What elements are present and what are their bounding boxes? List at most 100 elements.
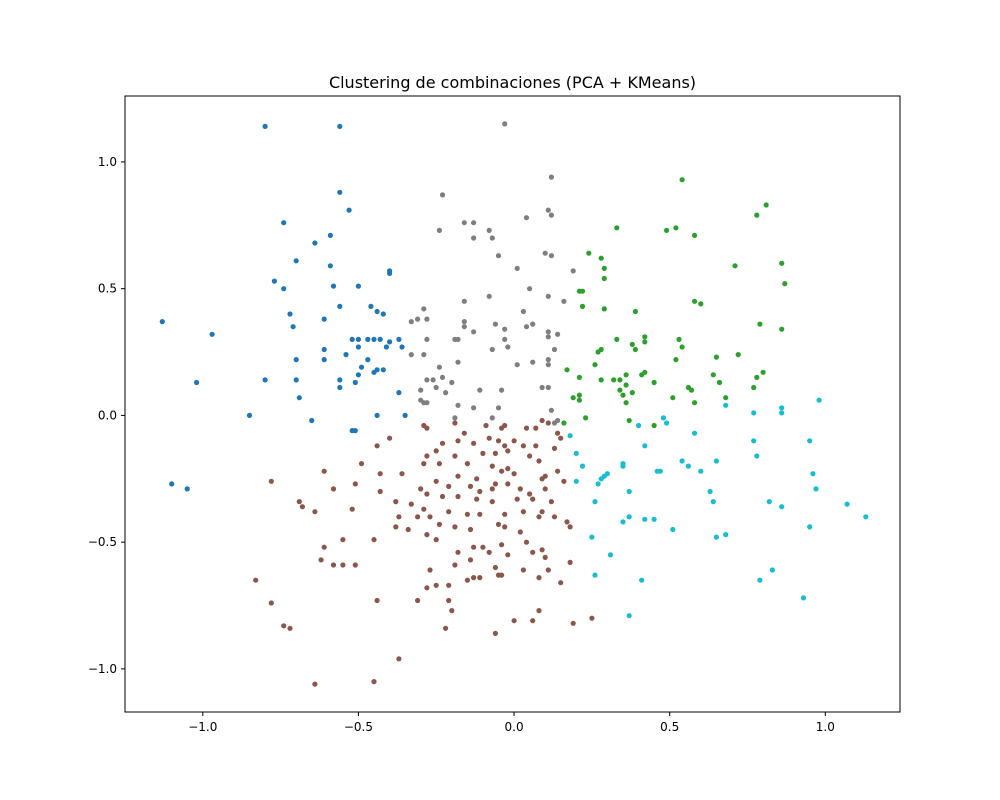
cluster-2-point-16 — [692, 298, 698, 304]
cluster-3-point-145 — [589, 615, 595, 621]
cluster-0-point-10 — [387, 270, 393, 276]
cluster-3-point-127 — [567, 559, 573, 566]
cluster-1-point-36 — [502, 326, 508, 332]
cluster-3-point-5 — [452, 420, 458, 426]
cluster-0-point-27 — [387, 339, 393, 345]
cluster-4-point-13 — [573, 478, 579, 484]
cluster-3-point-42 — [555, 468, 561, 474]
cluster-3-point-83 — [502, 511, 508, 517]
cluster-0-point-59 — [184, 486, 190, 492]
cluster-3-point-26 — [424, 453, 430, 459]
cluster-3-point-21 — [520, 443, 527, 449]
cluster-3-point-88 — [427, 514, 433, 520]
cluster-3-point-44 — [377, 471, 383, 477]
cluster-1-point-69 — [548, 407, 555, 413]
cluster-3-point-67 — [455, 493, 461, 500]
cluster-2-point-43 — [642, 369, 648, 375]
cluster-1-point-52 — [424, 377, 430, 383]
cluster-1-point-9 — [486, 227, 492, 233]
cluster-3-point-55 — [477, 488, 483, 495]
cluster-1-point-7 — [471, 220, 477, 226]
cluster-4-point-41 — [642, 516, 648, 522]
cluster-1-point-45 — [408, 352, 414, 358]
cluster-2-point-13 — [782, 281, 788, 287]
cluster-4-point-50 — [639, 577, 645, 583]
cluster-3-point-39 — [505, 466, 511, 472]
cluster-2-point-8 — [598, 255, 604, 261]
cluster-3-point-151 — [492, 630, 498, 637]
cluster-4-point-8 — [751, 410, 757, 416]
cluster-3-point-12 — [387, 435, 393, 441]
cluster-3-point-147 — [530, 618, 536, 624]
cluster-2-point-3 — [673, 225, 679, 231]
cluster-0-point-17 — [337, 303, 343, 309]
cluster-1-point-13 — [548, 253, 555, 259]
cluster-1-point-6 — [461, 220, 467, 226]
cluster-2-point-24 — [614, 336, 620, 342]
cluster-1-point-73 — [555, 417, 561, 424]
cluster-0-point-13 — [330, 283, 337, 289]
axes-layer: −1.0 −0.5 0.0 0.5 1.0 −1.0 −0.5 0.0 0.5 1.0 — [88, 95, 901, 734]
cluster-1-point-15 — [514, 265, 520, 271]
cluster-2-point-37 — [760, 369, 766, 375]
cluster-3-point-29 — [492, 450, 498, 456]
cluster-2-point-59 — [629, 390, 635, 396]
cluster-3-point-54 — [467, 483, 474, 489]
cluster-3-point-101 — [567, 524, 573, 530]
cluster-2-point-56 — [570, 395, 576, 401]
cluster-2-point-57 — [576, 397, 583, 403]
cluster-3-point-65 — [424, 491, 430, 497]
cluster-0-point-31 — [383, 344, 389, 350]
cluster-3-point-30 — [505, 448, 511, 454]
cluster-3-point-136 — [558, 580, 564, 586]
cluster-4-point-37 — [863, 514, 869, 520]
cluster-2-point-7 — [586, 250, 592, 256]
cluster-0-point-21 — [290, 324, 296, 330]
cluster-2-point-48 — [651, 379, 657, 386]
cluster-0-point-12 — [281, 286, 287, 292]
cluster-0-points — [159, 123, 408, 492]
cluster-1-points — [408, 121, 576, 426]
cluster-1-point-35 — [471, 329, 477, 335]
cluster-3-point-23 — [551, 445, 558, 451]
cluster-3-point-52 — [433, 478, 439, 484]
cluster-3-point-117 — [330, 562, 337, 568]
cluster-2-points — [561, 177, 788, 429]
cluster-2-point-41 — [623, 372, 629, 378]
cluster-1-point-39 — [424, 336, 430, 342]
cluster-3-point-123 — [492, 564, 498, 571]
cluster-0-point-37 — [358, 364, 365, 370]
cluster-0-point-4 — [281, 220, 287, 226]
cluster-4-point-4 — [660, 415, 667, 421]
x-tick-label: −0.5 — [344, 720, 373, 734]
cluster-4-point-18 — [679, 458, 685, 464]
cluster-4-point-30 — [626, 488, 632, 495]
cluster-3-point-89 — [436, 521, 442, 528]
cluster-4-point-11 — [816, 397, 822, 403]
cluster-4-point-7 — [723, 402, 729, 408]
cluster-3-point-135 — [536, 575, 542, 581]
cluster-3-point-43 — [321, 468, 327, 474]
cluster-2-point-52 — [688, 387, 695, 393]
cluster-2-point-46 — [611, 377, 617, 383]
cluster-2-point-20 — [632, 308, 639, 315]
cluster-3-point-60 — [268, 478, 274, 484]
cluster-2-point-1 — [763, 202, 769, 208]
cluster-4-point-39 — [626, 514, 632, 520]
cluster-1-point-18 — [527, 286, 533, 292]
cluster-1-point-3 — [545, 207, 551, 213]
cluster-0-point-55 — [309, 417, 315, 424]
cluster-1-point-57 — [418, 387, 424, 393]
points-layer — [159, 121, 869, 687]
cluster-2-point-6 — [692, 232, 698, 238]
cluster-3-point-126 — [545, 567, 551, 573]
cluster-3-point-75 — [312, 509, 318, 515]
cluster-3-point-70 — [514, 496, 520, 502]
cluster-2-point-35 — [592, 362, 598, 368]
cluster-2-point-44 — [617, 377, 623, 383]
cluster-3-point-144 — [570, 620, 576, 626]
cluster-3-point-25 — [433, 448, 439, 454]
cluster-3-point-73 — [296, 499, 302, 505]
cluster-1-point-56 — [433, 384, 439, 391]
cluster-1-point-0 — [502, 121, 508, 127]
